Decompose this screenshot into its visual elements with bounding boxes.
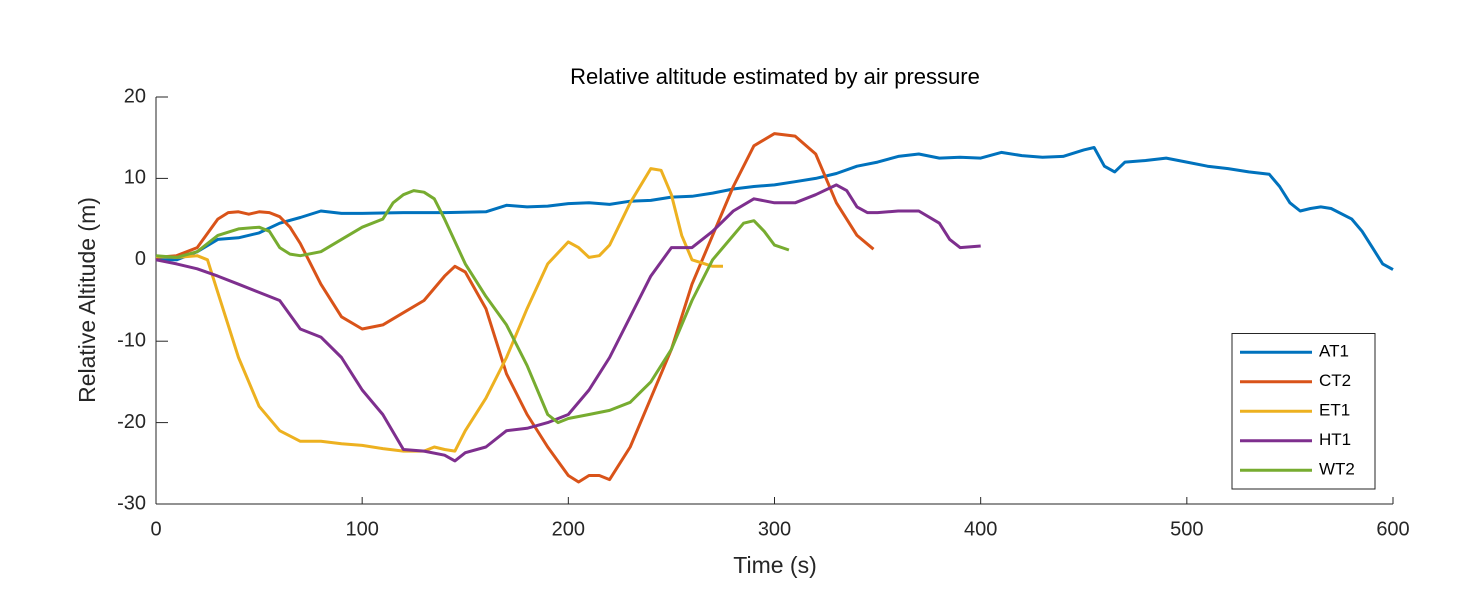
y-tick-label: 0 (135, 248, 146, 270)
line-series (156, 146, 1394, 271)
x-axis-label: Time (s) (733, 552, 816, 578)
y-tick-label: -10 (117, 329, 146, 351)
line-series (155, 167, 723, 453)
legend-label: CT2 (1319, 371, 1351, 390)
x-tick-label: 600 (1376, 518, 1409, 540)
line-series (155, 183, 981, 463)
x-tick-label: 100 (345, 518, 378, 540)
line-series (155, 132, 875, 484)
y-tick-label: 20 (124, 85, 146, 107)
x-tick-label: 0 (150, 518, 161, 540)
y-tick-label: -30 (117, 492, 146, 514)
legend-label: AT1 (1319, 342, 1349, 361)
x-tick-label: 400 (964, 518, 997, 540)
x-tick-label: 500 (1170, 518, 1203, 540)
y-tick-label: -20 (117, 411, 146, 433)
legend-label: HT1 (1319, 430, 1351, 449)
y-axis-label: Relative Altitude (m) (74, 197, 100, 403)
y-tick-label: 10 (124, 167, 146, 189)
legend-label: ET1 (1319, 401, 1350, 420)
chart-title: Relative altitude estimated by air press… (570, 64, 980, 89)
legend-label: WT2 (1319, 460, 1355, 479)
line-series (155, 189, 790, 425)
x-tick-label: 200 (552, 518, 585, 540)
x-tick-label: 300 (758, 518, 791, 540)
